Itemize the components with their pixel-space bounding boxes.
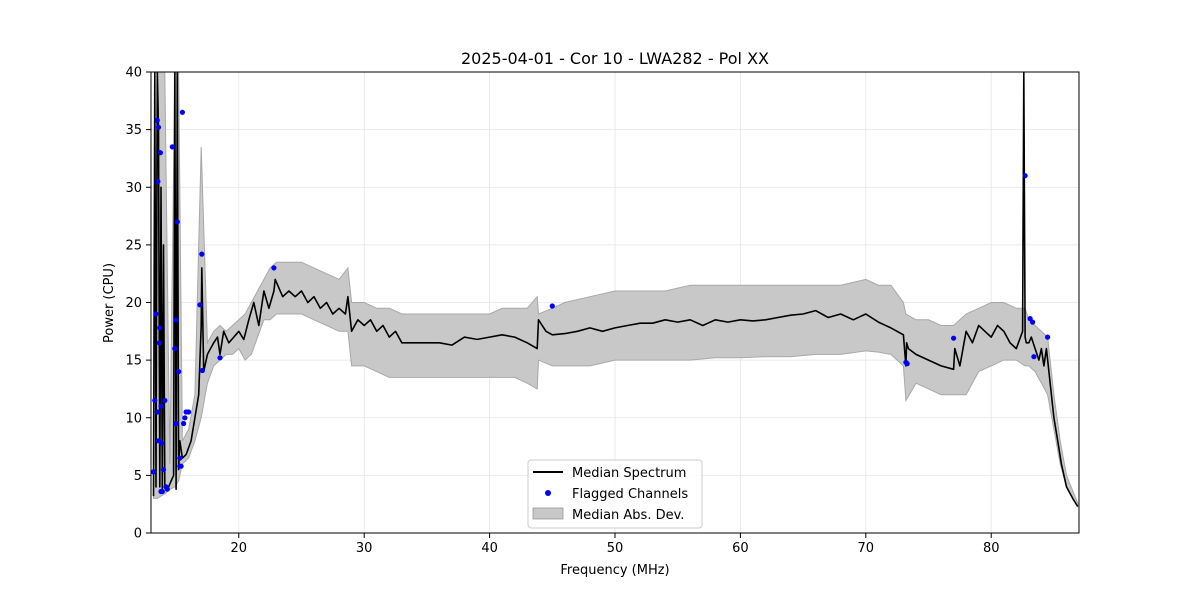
y-tick-label: 15 [125,354,142,369]
flagged-point [151,469,157,475]
flagged-point [162,397,168,404]
flagged-point [156,340,162,346]
y-tick-label: 30 [125,181,142,196]
flagged-point [173,317,179,323]
flagged-point [217,355,223,361]
flagged-point [1022,173,1028,179]
median-line-layer [152,72,1079,507]
x-axis-label: Frequency (MHz) [560,563,669,578]
flagged-point [1045,334,1051,340]
flagged-point [176,369,182,375]
flagged-point [199,251,205,257]
flagged-point [152,397,158,404]
flagged-point [157,325,163,331]
flagged-point [172,346,178,352]
x-tick-label: 70 [858,541,875,556]
legend-band-swatch [532,507,564,520]
flagged-point [549,303,555,309]
legend-point-swatch [545,490,551,496]
x-tick-label: 20 [231,541,248,556]
chart-title: 2025-04-01 - Cor 10 - LWA282 - Pol XX [461,49,769,68]
y-axis-label: Power (CPU) [102,263,117,343]
flagged-point [1031,354,1037,360]
y-tick-label: 5 [134,469,142,484]
x-tick-label: 30 [356,541,373,556]
legend-label-flagged: Flagged Channels [572,487,688,502]
flagged-point [155,178,161,185]
axis-ticks: 20 30 40 50 60 70 80 0 5 10 15 20 25 30 35 40 [125,66,999,557]
flagged-point [158,403,164,409]
flagged-point [153,311,159,317]
legend: Median Spectrum Flagged Channels Median … [527,459,703,529]
flagged-point [904,361,910,367]
flagged-point [177,463,183,469]
flagged-point [155,124,162,130]
flagged-point [197,302,203,308]
flagged-point [157,150,163,156]
y-tick-label: 40 [125,66,142,81]
flagged-point [182,415,188,421]
flagged-point [174,219,180,225]
y-tick-label: 10 [125,411,142,426]
flagged-point [181,420,187,427]
flagged-point [173,420,179,427]
flagged-points-layer [151,109,1051,495]
flagged-point [160,467,167,473]
flagged-point [271,265,277,271]
flagged-point [951,335,957,341]
median-spectrum-line [152,72,1079,507]
flagged-point [158,488,164,495]
flagged-point [163,484,169,490]
x-tick-label: 60 [732,541,749,556]
legend-label-band: Median Abs. Dev. [572,508,684,523]
flagged-point [155,438,162,444]
legend-box [527,459,703,529]
flagged-point [154,409,160,415]
flagged-point [199,367,205,374]
y-tick-label: 0 [134,527,142,542]
flagged-point [177,455,183,461]
flagged-point [154,117,160,123]
x-tick-label: 80 [983,541,1000,556]
y-tick-label: 20 [125,296,142,311]
y-tick-label: 25 [125,238,142,253]
x-tick-label: 50 [607,541,624,556]
flagged-point [179,109,185,115]
x-tick-label: 40 [481,541,498,556]
flagged-point [186,409,192,415]
legend-label-median: Median Spectrum [572,466,686,481]
flagged-point [169,144,175,150]
flagged-point [1030,319,1036,325]
y-tick-label: 35 [125,123,142,138]
